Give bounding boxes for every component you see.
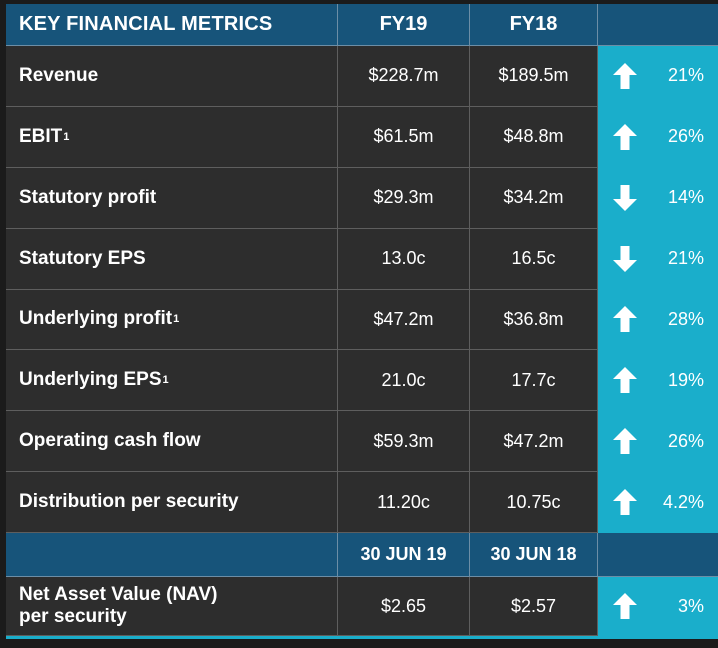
row-change-value: 4.2% — [662, 491, 704, 512]
row-change-value: 26% — [667, 126, 704, 147]
row-value-fy18: 16.5c — [470, 228, 598, 290]
arrow-up-icon — [613, 593, 637, 619]
row-change-value: 28% — [667, 308, 704, 329]
row-value-fy19: $61.5m — [338, 106, 470, 168]
row-label-text: Statutory EPS — [19, 247, 146, 269]
row-change-cell: 21% — [598, 46, 718, 107]
table-row: Operating cash flow $59.3m $47.2m 26% — [6, 411, 718, 473]
row-value-fy19: 13.0c — [338, 228, 470, 290]
row-value-fy18: 17.7c — [470, 350, 598, 412]
table-title: KEY FINANCIAL METRICS — [6, 4, 338, 46]
row-change-cell: 19% — [598, 350, 718, 412]
row-change-value: 14% — [667, 187, 704, 208]
arrow-down-icon — [613, 245, 637, 272]
arrow-up-icon — [613, 428, 637, 455]
row-label-nav-line2: per security — [19, 606, 127, 627]
row-change-cell: 26% — [598, 106, 718, 168]
arrow-up-icon — [613, 367, 637, 394]
nav-subheader-row: 30 JUN 19 30 JUN 18 — [6, 533, 718, 577]
subheader-blank — [6, 533, 338, 577]
table-row: Underlying EPS 1 21.0c 17.7c 19% — [6, 350, 718, 412]
row-label-text: EBIT — [19, 125, 63, 147]
row-change-cell: 21% — [598, 228, 718, 290]
column-header-30-jun-18: 30 JUN 18 — [470, 533, 598, 577]
row-value-fy18: $36.8m — [470, 289, 598, 351]
row-label-text: Revenue — [19, 64, 99, 86]
column-header-fy18: FY18 — [470, 4, 598, 46]
table-row-nav: Net Asset Value (NAV) per security $2.65… — [6, 577, 718, 636]
table-row: Statutory EPS 13.0c 16.5c 21% — [6, 228, 718, 290]
row-change-cell: 28% — [598, 289, 718, 351]
table-row: Distribution per security 11.20c 10.75c 4.2… — [6, 472, 718, 533]
row-change-value: 21% — [667, 65, 704, 86]
row-label: Operating cash flow — [6, 411, 338, 473]
row-value-fy18: $34.2m — [470, 167, 598, 229]
row-label: Underlying profit 1 — [6, 289, 338, 351]
row-value-fy18: $2.57 — [470, 577, 598, 636]
subheader-change-blank — [598, 533, 718, 577]
row-label-text: Underlying EPS — [19, 369, 162, 391]
row-label: Distribution per security — [6, 472, 338, 533]
row-label-nav: Net Asset Value (NAV) per security — [6, 577, 338, 636]
table-bottom-accent-line — [6, 636, 718, 639]
row-value-fy18: $47.2m — [470, 411, 598, 473]
row-label-text: Operating cash flow — [19, 430, 201, 452]
column-header-change — [598, 4, 718, 46]
arrow-up-icon — [613, 123, 637, 150]
table-row: EBIT 1 $61.5m $48.8m 26% — [6, 106, 718, 168]
row-value-fy19: $59.3m — [338, 411, 470, 473]
row-change-cell: 3% — [598, 577, 718, 636]
row-value-fy18: $189.5m — [470, 46, 598, 107]
row-label-text: Distribution per security — [19, 491, 239, 513]
row-label-text: Statutory profit — [19, 186, 157, 208]
row-label: Statutory EPS — [6, 228, 338, 290]
row-label: Revenue — [6, 46, 338, 107]
row-label-text: Underlying profit — [19, 308, 173, 330]
row-value-fy18: $48.8m — [470, 106, 598, 168]
row-value-fy19: 21.0c — [338, 350, 470, 412]
row-change-cell: 4.2% — [598, 472, 718, 533]
arrow-up-icon — [613, 306, 637, 333]
row-label: EBIT 1 — [6, 106, 338, 168]
row-change-value: 26% — [667, 430, 704, 451]
row-label: Statutory profit — [6, 167, 338, 229]
column-header-30-jun-19: 30 JUN 19 — [338, 533, 470, 577]
table-row: Statutory profit $29.3m $34.2m 14% — [6, 167, 718, 229]
arrow-up-icon — [613, 489, 637, 516]
row-value-fy18: 10.75c — [470, 472, 598, 533]
row-value-fy19: $29.3m — [338, 167, 470, 229]
row-value-fy19: 11.20c — [338, 472, 470, 533]
row-change-cell: 26% — [598, 411, 718, 473]
arrow-up-icon — [613, 62, 637, 89]
row-value-fy19: $47.2m — [338, 289, 470, 351]
row-change-value: 19% — [667, 369, 704, 390]
table-row: Underlying profit 1 $47.2m $36.8m 28% — [6, 289, 718, 351]
column-header-fy19: FY19 — [338, 4, 470, 46]
row-change-value: 3% — [677, 595, 704, 616]
table-header-row: KEY FINANCIAL METRICS FY19 FY18 — [6, 4, 718, 46]
row-label-nav-line1: Net Asset Value (NAV) — [19, 584, 218, 605]
table-row: Revenue $228.7m $189.5m 21% — [6, 46, 718, 107]
row-value-fy19: $228.7m — [338, 46, 470, 107]
row-value-fy19: $2.65 — [338, 577, 470, 636]
arrow-down-icon — [613, 184, 637, 211]
row-change-value: 21% — [667, 248, 704, 269]
row-change-cell: 14% — [598, 167, 718, 229]
row-label: Underlying EPS 1 — [6, 350, 338, 412]
